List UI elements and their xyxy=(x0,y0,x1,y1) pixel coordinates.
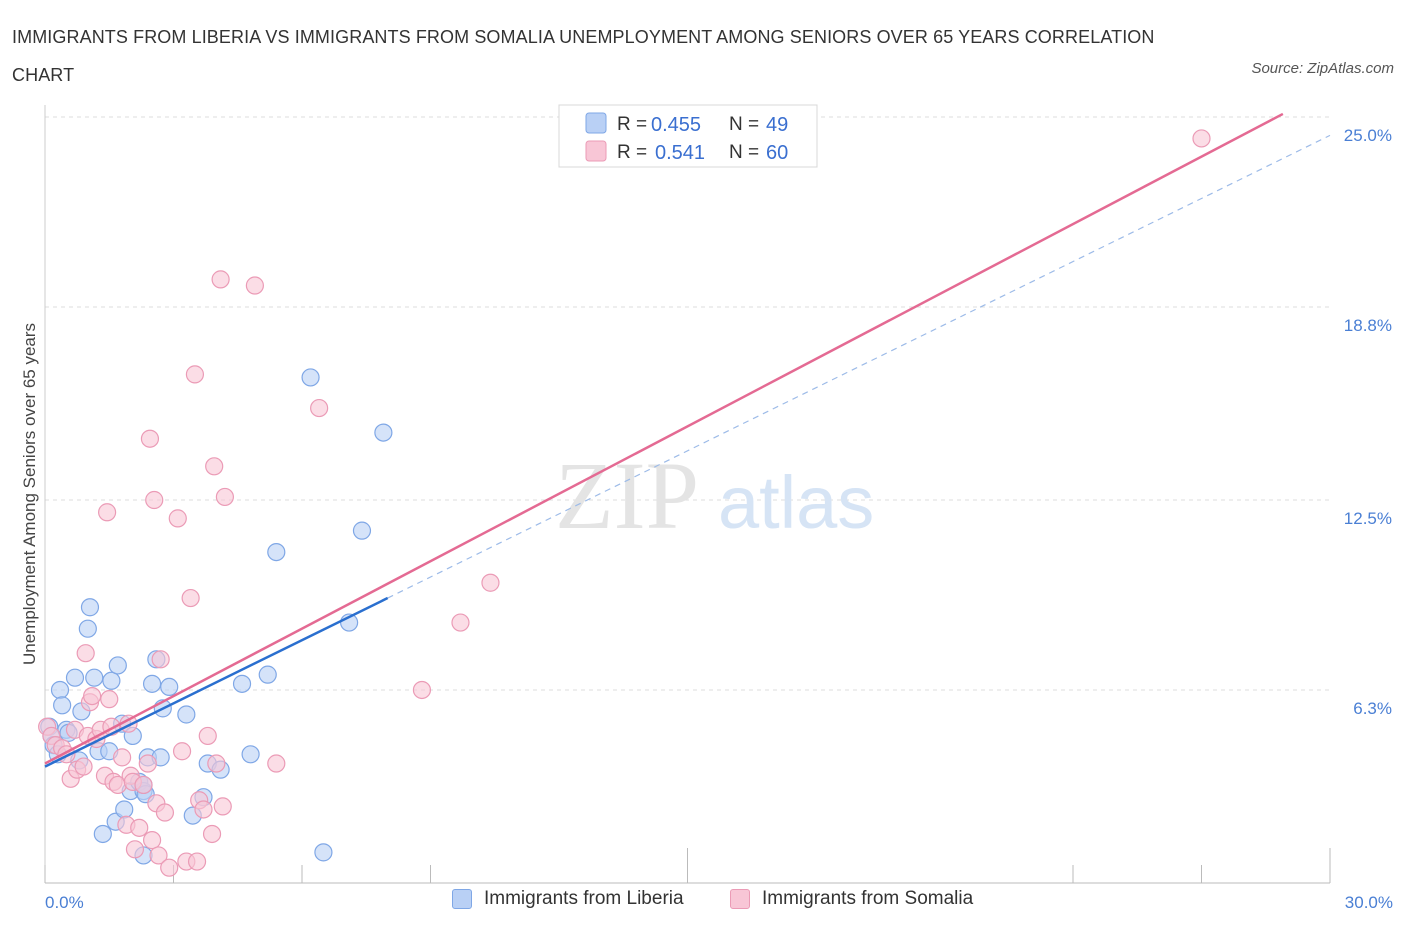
liberia-point xyxy=(53,696,72,715)
somalia-point xyxy=(181,588,200,608)
somalia-point xyxy=(145,490,164,510)
legend-label-liberia: Immigrants from Liberia xyxy=(484,888,684,909)
somalia-point xyxy=(160,858,179,877)
source-label: Source: ZipAtlas.com xyxy=(1251,60,1394,77)
somalia-point xyxy=(267,754,286,773)
somalia-point xyxy=(76,644,95,663)
liberia-trend-line xyxy=(44,596,389,768)
liberia-point xyxy=(80,598,100,617)
liberia-point xyxy=(258,665,277,684)
somalia-point xyxy=(149,846,168,865)
liberia-point xyxy=(314,843,333,862)
liberia-point xyxy=(85,668,104,687)
somalia-point xyxy=(142,831,162,850)
y-tick-label: 12.5% xyxy=(1344,509,1392,528)
legend-swatch-somalia xyxy=(585,140,607,162)
watermark-atlas: atlas xyxy=(718,461,874,544)
somalia-point xyxy=(205,457,224,476)
legend-item-liberia: Immigrants from Liberia xyxy=(452,888,684,910)
somalia-point xyxy=(100,690,119,709)
somalia-point xyxy=(310,398,329,418)
somalia-point xyxy=(481,573,500,592)
legend-swatch-liberia xyxy=(585,112,607,134)
trend-lines xyxy=(44,112,1331,768)
liberia-point xyxy=(78,619,97,638)
x-tick-label-start: 0.0% xyxy=(45,893,84,912)
legend-swatch-liberia-bottom xyxy=(452,889,472,909)
liberia-point xyxy=(160,677,179,697)
liberia-point xyxy=(93,824,112,844)
liberia-point xyxy=(352,521,372,540)
somalia-point xyxy=(412,680,432,700)
somalia-trend-line xyxy=(44,112,1284,765)
somalia-point xyxy=(168,509,187,528)
somalia-point xyxy=(130,818,149,837)
grid xyxy=(45,116,1330,691)
legend-r-value-liberia: 0.455 xyxy=(651,114,701,136)
watermark-zip: ZIP xyxy=(555,442,699,549)
liberia-trend-extension xyxy=(387,134,1331,599)
somalia-point xyxy=(194,800,213,819)
somalia-point xyxy=(185,365,205,384)
x-tick-label-end: 30.0% xyxy=(1345,893,1393,912)
somalia-point xyxy=(215,487,234,507)
somalia-point xyxy=(151,650,170,669)
y-tick-label: 25.0% xyxy=(1344,126,1392,145)
legend-n-label-somalia: N = xyxy=(729,142,759,163)
liberia-point xyxy=(301,368,320,387)
legend-n-value-somalia: 60 xyxy=(766,142,788,164)
chart-title: IMMIGRANTS FROM LIBERIA VS IMMIGRANTS FR… xyxy=(12,27,1155,85)
somalia-point xyxy=(207,754,226,773)
tick-labels: 6.3% 12.5% 18.8% 25.0% 0.0% 30.0% xyxy=(45,126,1393,912)
somalia-point xyxy=(198,726,217,746)
legend-item-somalia: Immigrants from Somalia xyxy=(730,888,973,910)
liberia-point xyxy=(374,423,393,442)
somalia-point xyxy=(140,429,160,448)
somalia-point xyxy=(172,742,192,761)
somalia-point xyxy=(245,276,264,295)
somalia-point xyxy=(187,852,207,871)
legend-r-value-somalia: 0.541 xyxy=(655,142,705,164)
somalia-point xyxy=(202,824,222,844)
liberia-point xyxy=(50,680,70,700)
correlation-legend: R = 0.455 N = 49 R = 0.541 N = 60 xyxy=(558,104,818,168)
somalia-point xyxy=(112,748,132,767)
somalia-point xyxy=(1192,129,1211,148)
liberia-point xyxy=(65,668,85,687)
liberia-point xyxy=(267,542,286,562)
liberia-point xyxy=(102,671,121,690)
somalia-point xyxy=(98,503,117,522)
somalia-point xyxy=(211,270,230,289)
legend-label-somalia: Immigrants from Somalia xyxy=(762,888,974,909)
series-legend: Immigrants from Liberia Immigrants from … xyxy=(0,888,1406,918)
somalia-point xyxy=(125,840,145,859)
legend-r-label-somalia: R = xyxy=(617,142,647,163)
data-points xyxy=(38,129,1211,877)
somalia-point xyxy=(134,775,153,795)
somalia-point xyxy=(74,757,93,776)
y-axis-label: Unemployment Among Seniors over 65 years xyxy=(20,323,39,665)
somalia-point xyxy=(138,754,157,773)
y-tick-label: 6.3% xyxy=(1353,699,1392,718)
liberia-point xyxy=(142,674,162,693)
somalia-point xyxy=(451,613,470,632)
legend-swatch-somalia-bottom xyxy=(730,889,750,909)
legend-n-label-liberia: N = xyxy=(729,114,759,135)
liberia-point xyxy=(232,674,252,693)
watermark: ZIP atlas xyxy=(555,442,874,549)
legend-n-value-liberia: 49 xyxy=(766,114,788,136)
somalia-point xyxy=(83,686,102,706)
y-tick-label: 18.8% xyxy=(1344,316,1392,335)
liberia-point xyxy=(177,705,196,724)
liberia-point xyxy=(115,800,134,819)
somalia-point xyxy=(155,803,175,822)
liberia-point xyxy=(108,656,127,675)
liberia-point xyxy=(241,745,260,764)
somalia-point xyxy=(213,797,232,816)
legend-r-label-liberia: R = xyxy=(617,114,647,135)
